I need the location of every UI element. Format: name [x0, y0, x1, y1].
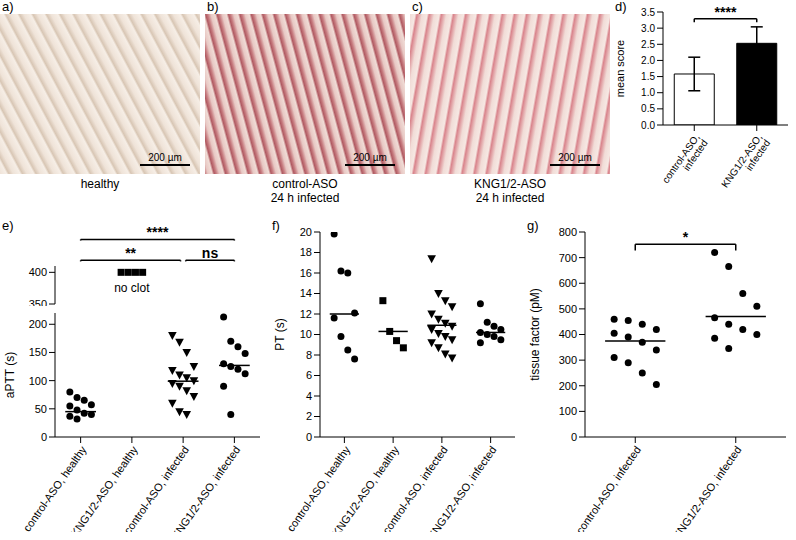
html-text:f): f): [272, 218, 280, 233]
svg-text:2: 2: [306, 410, 312, 422]
svg-text:no clot: no clot: [114, 281, 150, 295]
svg-text:100: 100: [29, 375, 47, 387]
html-text:200 µm: 200 µm: [148, 152, 182, 163]
svg-text:KNG1/2-ASO,infected: KNG1/2-ASO,infected: [719, 132, 772, 195]
svg-text:700: 700: [559, 252, 577, 264]
svg-text:3.0: 3.0: [641, 23, 655, 34]
svg-text:0: 0: [41, 431, 47, 443]
html-text:control-ASO: control-ASO: [272, 177, 338, 191]
html-text:healthy: healthy: [80, 177, 120, 191]
svg-text:*: *: [683, 229, 689, 245]
svg-text:50: 50: [35, 403, 47, 415]
html-text:g): g): [527, 218, 539, 233]
svg-text:control-ASO, infected: control-ASO, infected: [573, 444, 643, 532]
svg-text:20: 20: [300, 226, 312, 238]
svg-text:4: 4: [306, 390, 312, 402]
svg-text:16: 16: [300, 267, 312, 279]
html-text:200 µm: 200 µm: [558, 152, 592, 163]
svg-text:400: 400: [559, 328, 577, 340]
svg-text:1.5: 1.5: [641, 71, 655, 82]
svg-text:2.0: 2.0: [641, 55, 655, 66]
svg-text:200: 200: [29, 318, 47, 330]
svg-text:12: 12: [300, 308, 312, 320]
svg-text:300: 300: [559, 354, 577, 366]
svg-text:control-ASO,infected: control-ASO,infected: [660, 132, 710, 191]
svg-text:3.5: 3.5: [641, 7, 655, 18]
svg-text:ns: ns: [202, 245, 219, 261]
svg-text:350: 350: [29, 298, 47, 306]
html-text:a): a): [2, 0, 14, 14]
html-text:KNG1/2-ASO: KNG1/2-ASO: [474, 177, 546, 191]
svg-text:2.5: 2.5: [641, 39, 655, 50]
svg-text:****: ****: [147, 224, 169, 240]
svg-text:6: 6: [306, 369, 312, 381]
svg-text:****: ****: [715, 4, 737, 20]
svg-text:KNG1/2-ASO, infected: KNG1/2-ASO, infected: [670, 444, 743, 532]
svg-text:8: 8: [306, 349, 312, 361]
svg-text:100: 100: [559, 405, 577, 417]
svg-text:aPTT (s): aPTT (s): [8, 352, 17, 398]
svg-text:800: 800: [559, 226, 577, 238]
svg-text:18: 18: [300, 246, 312, 258]
html-text:d): d): [615, 0, 627, 14]
svg-text:mean score: mean score: [615, 40, 626, 97]
svg-text:150: 150: [29, 346, 47, 358]
html-text:e): e): [2, 218, 14, 233]
svg-text:KNG1/2-ASO, infected: KNG1/2-ASO, infected: [425, 444, 498, 532]
html-text:c): c): [412, 0, 423, 14]
html-text:24 h infected: 24 h infected: [270, 191, 340, 205]
svg-text:**: **: [125, 245, 136, 261]
svg-text:tissue factor (pM): tissue factor (pM): [528, 288, 542, 381]
svg-text:1.0: 1.0: [641, 87, 655, 98]
html-text:b): b): [207, 0, 219, 14]
svg-text:PT (s): PT (s): [273, 318, 287, 350]
svg-text:KNG1/2-ASO, infected: KNG1/2-ASO, infected: [169, 444, 242, 532]
svg-text:0: 0: [571, 431, 577, 443]
svg-text:600: 600: [559, 277, 577, 289]
svg-text:0.5: 0.5: [641, 103, 655, 114]
svg-text:400: 400: [29, 266, 47, 278]
svg-text:14: 14: [300, 287, 312, 299]
svg-text:0.0: 0.0: [641, 120, 655, 131]
svg-text:0: 0: [306, 431, 312, 443]
svg-text:200: 200: [559, 380, 577, 392]
svg-text:10: 10: [300, 328, 312, 340]
html-text:200 µm: 200 µm: [353, 152, 387, 163]
svg-text:500: 500: [559, 303, 577, 315]
html-text:24 h infected: 24 h infected: [475, 191, 545, 205]
